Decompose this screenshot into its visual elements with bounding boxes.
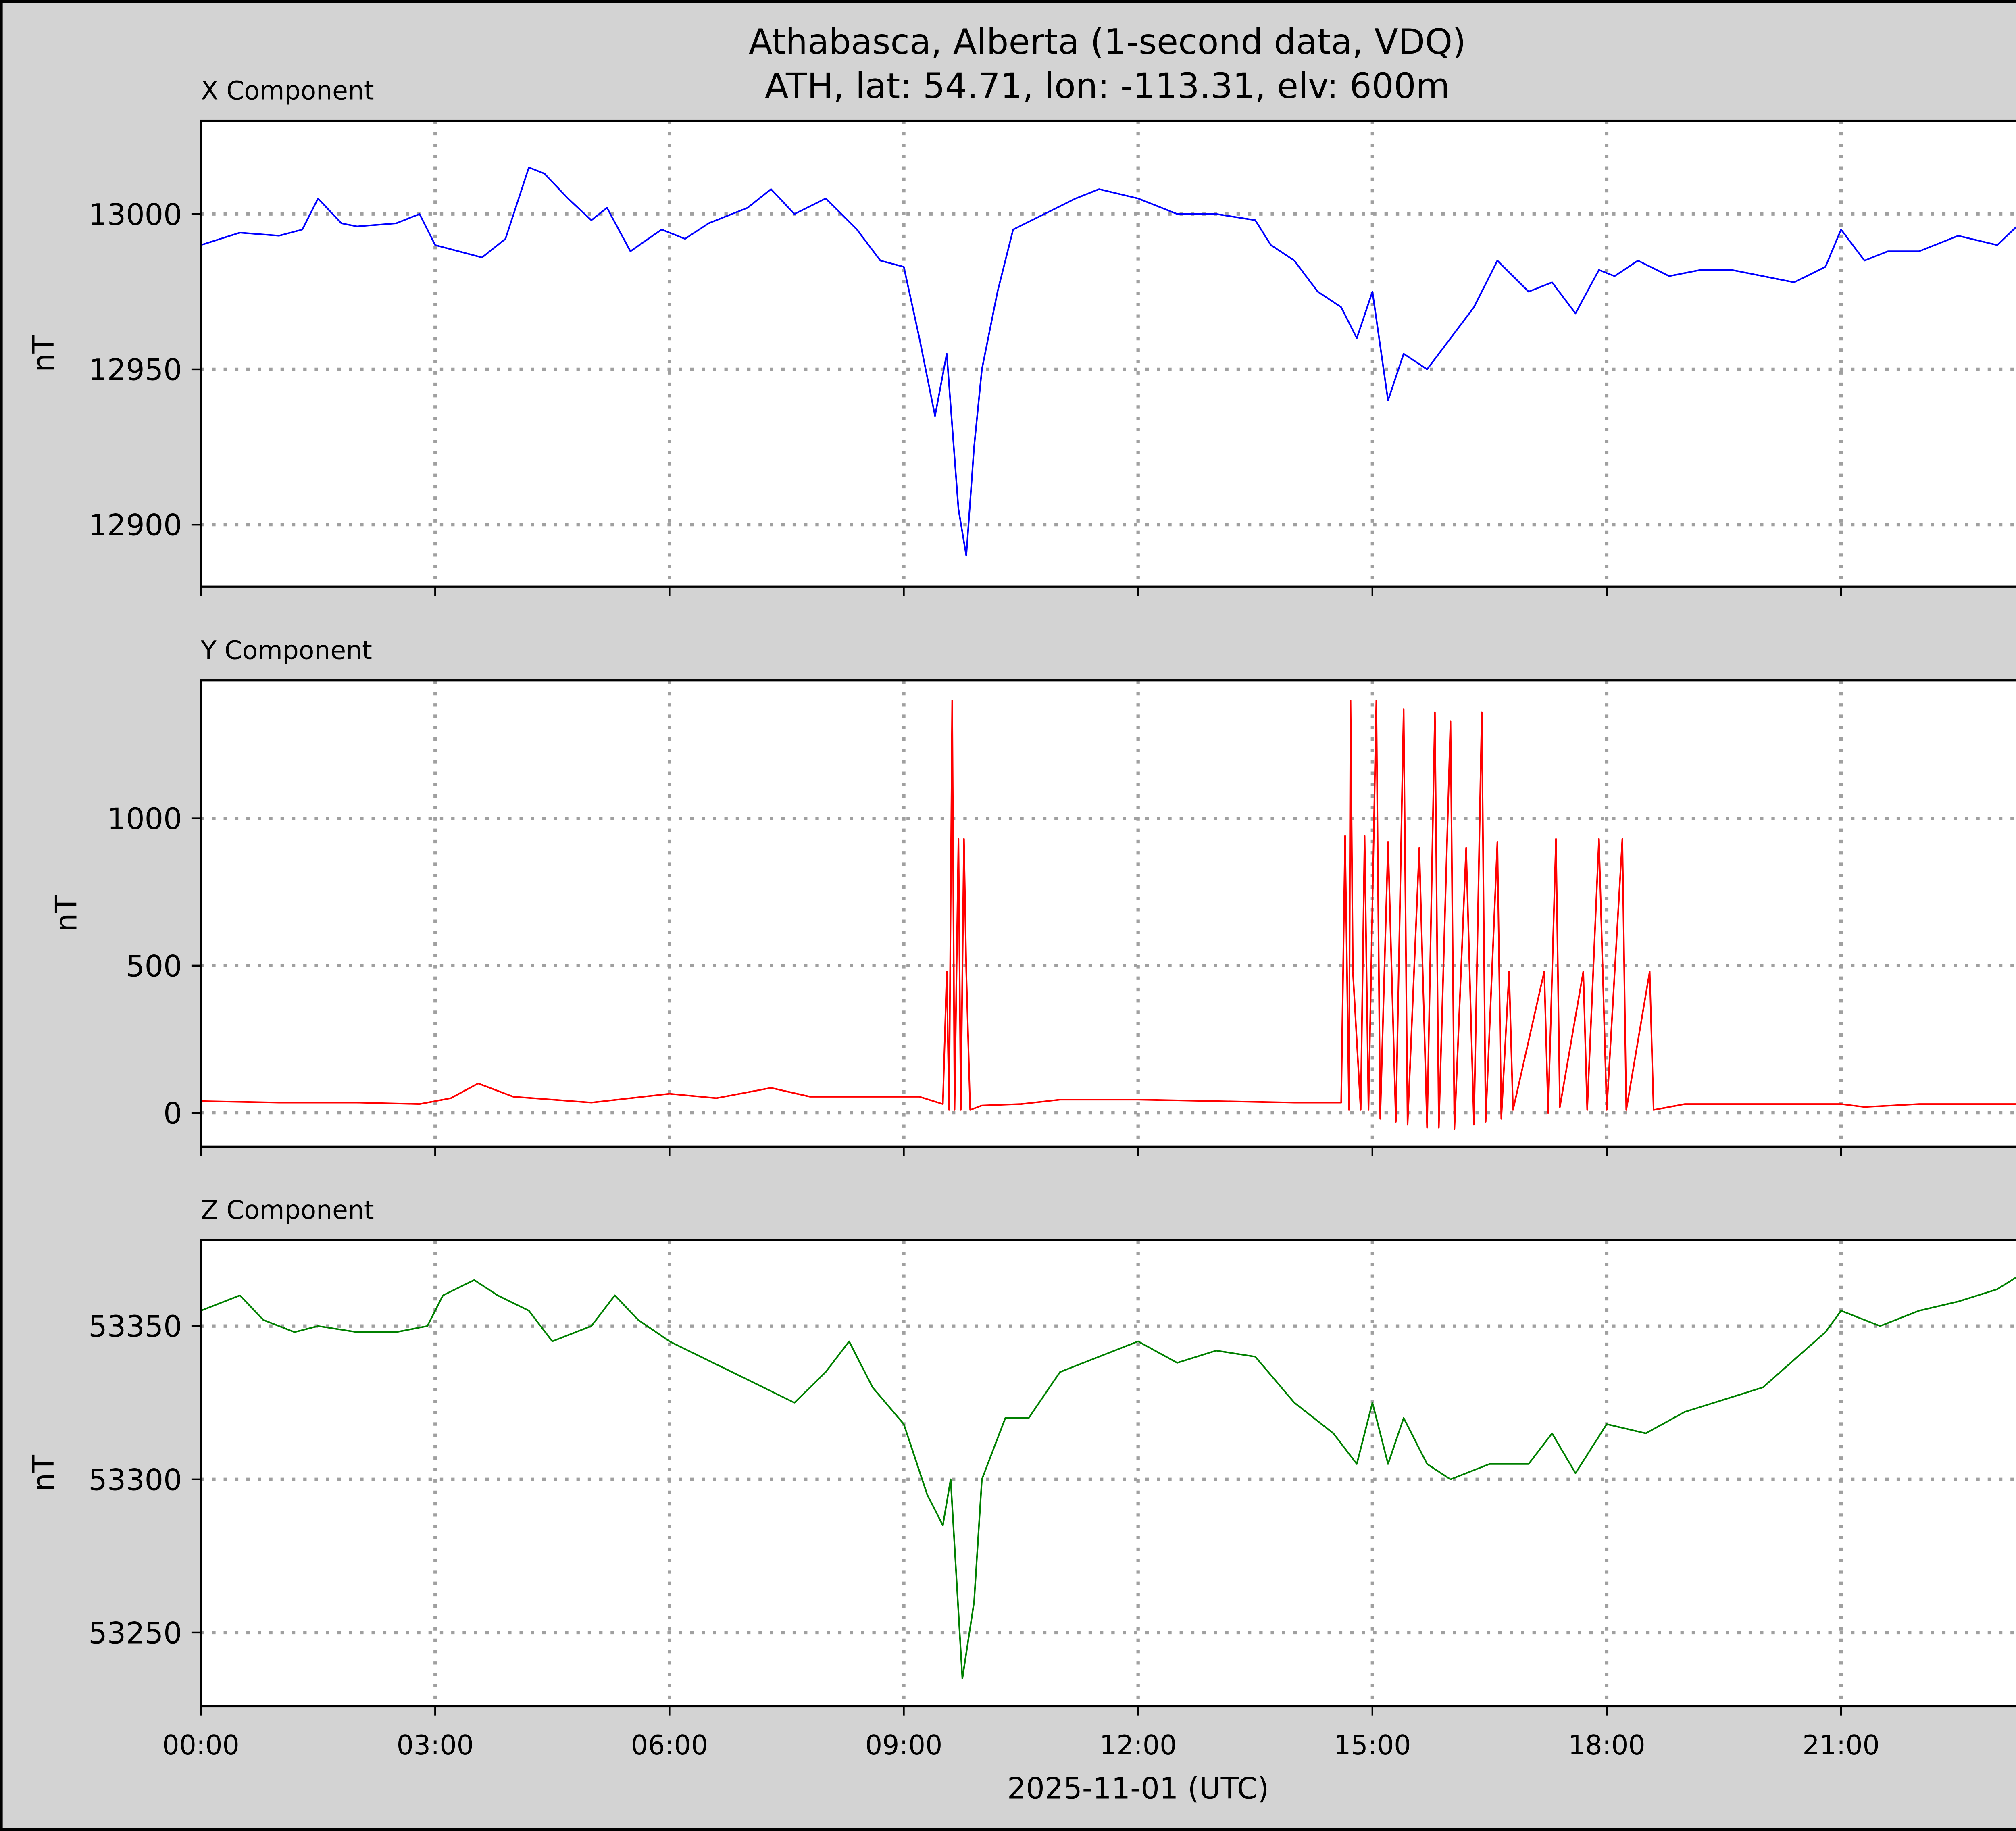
figure-title: Athabasca, Alberta (1-second data, VDQ) xyxy=(749,22,1466,62)
panel-title: Y Component xyxy=(200,635,372,665)
plot-frame xyxy=(200,119,2016,588)
y-tick-label: 53350 xyxy=(88,1310,182,1344)
y-axis-label: nT xyxy=(27,335,61,372)
x-tick-label: 15:00 xyxy=(1334,1729,1411,1761)
x-tick-label: 03:00 xyxy=(397,1729,474,1761)
plot-frame xyxy=(200,679,2016,1148)
data-line xyxy=(201,700,2016,1130)
data-line xyxy=(200,1276,2016,1679)
x-tick-label: 09:00 xyxy=(865,1729,942,1761)
x-tick-label: 12:00 xyxy=(1100,1729,1177,1761)
plot-area xyxy=(201,1240,2016,1706)
plot-area xyxy=(201,121,2016,587)
data-line xyxy=(200,167,2016,557)
x-axis-label: 2025-11-01 (UTC) xyxy=(1007,1772,1269,1806)
y-tick-label: 500 xyxy=(126,949,182,983)
x-tick-label: 18:00 xyxy=(1568,1729,1645,1761)
y-tick-label: 13000 xyxy=(88,198,182,232)
x-tick-label: 00:00 xyxy=(162,1729,239,1761)
panel-title: X Component xyxy=(201,75,374,105)
y-tick-label: 12900 xyxy=(88,508,182,543)
y-tick-label: 1000 xyxy=(107,802,182,836)
y-tick-label: 53300 xyxy=(88,1463,182,1497)
plot-frame xyxy=(200,1239,2016,1708)
figure-subtitle: ATH, lat: 54.71, lon: -113.31, elv: 600m xyxy=(765,66,1450,106)
y-tick-label: 53250 xyxy=(88,1616,182,1651)
x-tick-label: 06:00 xyxy=(631,1729,708,1761)
x-tick-label: 21:00 xyxy=(1802,1729,1879,1761)
y-tick-label: 0 xyxy=(163,1097,182,1131)
y-axis-label: nT xyxy=(49,895,83,932)
y-tick-label: 12950 xyxy=(88,353,182,387)
y-axis-label: nT xyxy=(27,1455,61,1491)
plot-area xyxy=(201,680,2016,1147)
panel-title: Z Component xyxy=(201,1195,374,1225)
